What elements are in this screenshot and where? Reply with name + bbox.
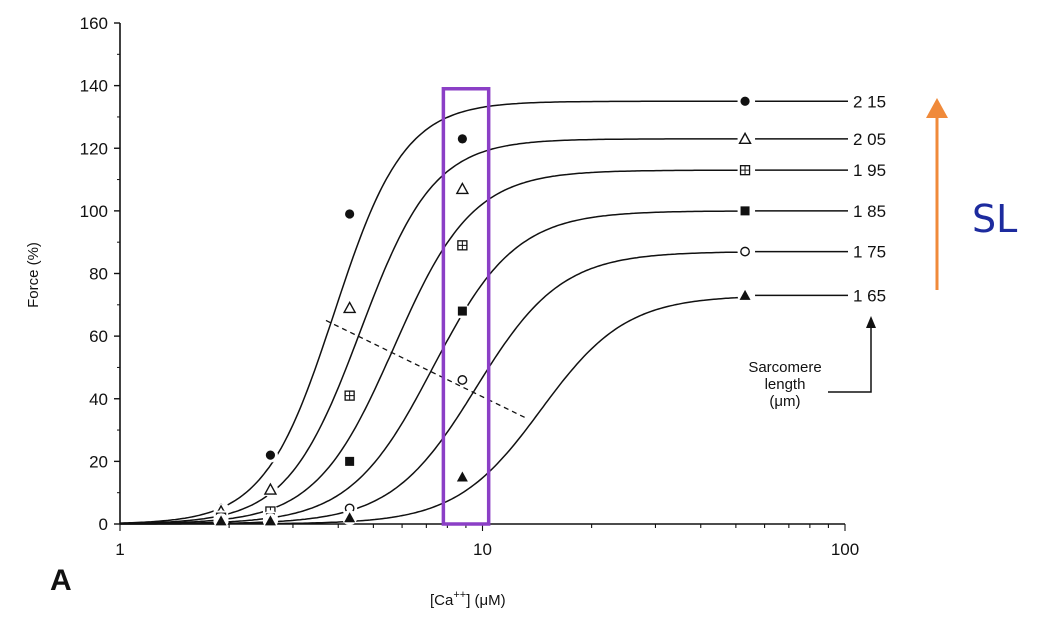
ec50-dashed-line	[325, 319, 526, 419]
data-point	[457, 306, 467, 316]
data-point	[739, 289, 751, 300]
data-point	[264, 515, 276, 526]
data-point	[457, 375, 468, 385]
series-label: 2 05	[853, 130, 886, 149]
series-label: 2 15	[853, 92, 886, 111]
x-tick-label: 100	[831, 540, 859, 559]
series-curve	[120, 296, 746, 525]
annotation-connector	[828, 324, 872, 393]
y-tick-label: 80	[89, 265, 108, 284]
y-tick-label: 160	[80, 14, 108, 33]
data-point	[342, 300, 357, 314]
data-point	[456, 471, 468, 482]
data-point	[455, 182, 470, 195]
y-tick-label: 100	[80, 202, 108, 221]
y-tick-label: 60	[89, 327, 108, 346]
sl-label: SL	[972, 197, 1017, 241]
y-tick-label: 20	[89, 452, 108, 471]
series-2-05: 2 05	[119, 130, 886, 525]
data-point	[457, 134, 467, 144]
annotation-line: length	[765, 376, 806, 393]
y-tick-label: 120	[80, 139, 108, 158]
annotation-arrowhead	[866, 316, 876, 328]
series-curve	[119, 169, 746, 525]
data-point-inner	[345, 391, 355, 401]
data-point	[344, 512, 356, 523]
y-tick-label: 0	[99, 515, 108, 534]
x-tick-label: 10	[473, 540, 492, 559]
data-point	[345, 209, 355, 219]
data-point-inner	[740, 165, 750, 175]
data-point	[263, 482, 278, 495]
data-point	[740, 206, 750, 216]
sl-annotation: SL	[926, 98, 1017, 290]
series-curve	[119, 138, 746, 525]
series-curve	[120, 210, 746, 525]
highlight-box	[441, 87, 491, 526]
data-point	[740, 246, 750, 257]
sl-arrowhead	[926, 98, 948, 118]
series-label: 1 85	[853, 202, 886, 221]
series-1-65: 1 65	[120, 286, 886, 529]
series-label: 1 95	[853, 161, 886, 180]
series-label: 1 65	[853, 286, 886, 305]
data-point	[738, 131, 752, 145]
data-point-inner	[457, 240, 467, 250]
y-tick-label: 140	[80, 77, 108, 96]
panel-label: A	[50, 564, 72, 597]
series-1-95: 1 95	[119, 161, 886, 526]
data-point	[265, 450, 276, 460]
series-curve	[119, 100, 746, 524]
x-tick-label: 1	[115, 540, 124, 559]
series-label: 1 75	[853, 243, 886, 262]
data-point	[740, 96, 750, 106]
annotation-line: Sarcomere	[748, 359, 821, 376]
y-tick-label: 40	[89, 390, 108, 409]
y-axis-title: Force (%)	[25, 242, 42, 308]
data-point	[215, 515, 227, 526]
series-curve	[120, 251, 746, 525]
annotation-line: (μm)	[769, 393, 800, 410]
data-point	[345, 456, 355, 466]
x-axis-title: [Ca++] (μM)	[430, 589, 506, 609]
